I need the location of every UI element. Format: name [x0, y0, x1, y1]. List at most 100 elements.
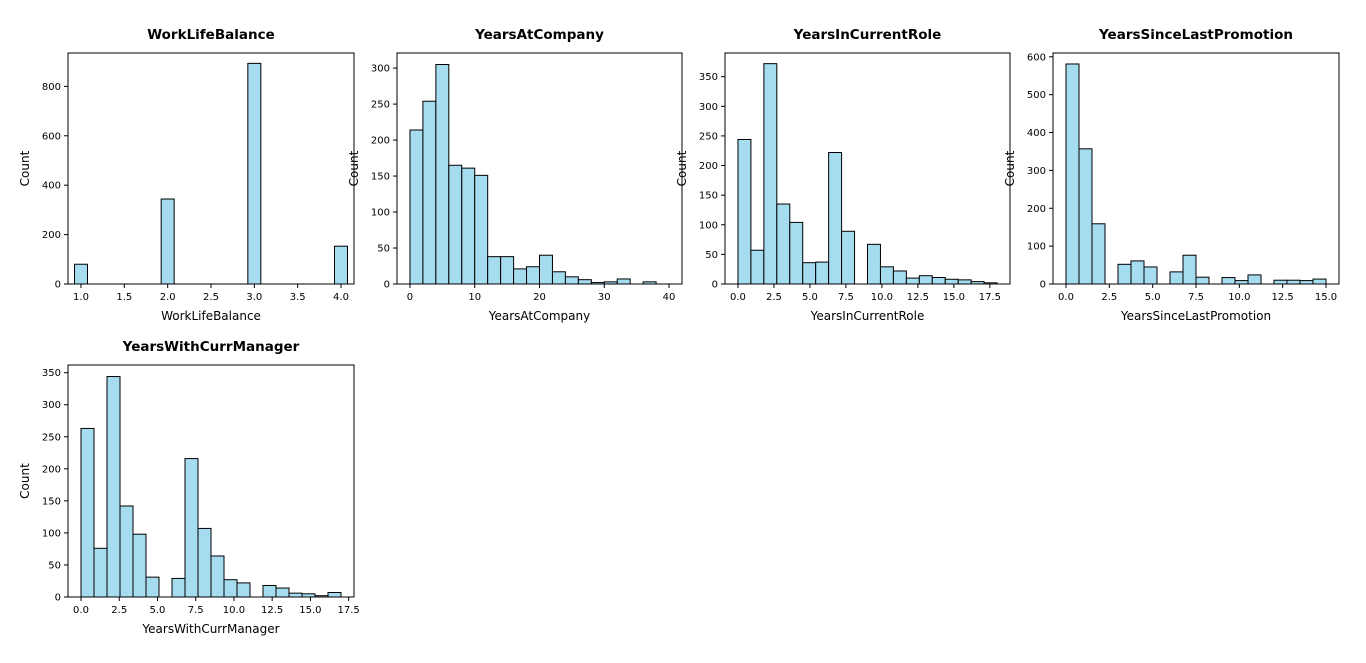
x-tick-label: 0.0 — [73, 605, 89, 616]
histogram-bar — [616, 278, 631, 285]
x-axis-label: YearsAtCompany — [488, 309, 590, 323]
histogram-bar — [171, 577, 186, 598]
y-tick-label: 150 — [42, 496, 61, 507]
chart-4: 0.0 2.5 5.0 7.5 10.0 12.5 15.0 17.5 0 50 100 150 200… — [18, 339, 360, 636]
histogram-bar — [1247, 274, 1262, 285]
histogram-bar — [1078, 148, 1093, 285]
histogram-bar — [776, 203, 791, 285]
histogram-bar — [327, 592, 342, 598]
x-tick-label: 7.5 — [1188, 292, 1204, 303]
y-tick-label: 300 — [699, 102, 718, 113]
x-tick-label: 12.5 — [1272, 292, 1294, 303]
chart-title: YearsSinceLastPromotion — [1098, 27, 1293, 43]
y-tick-label: 250 — [371, 100, 390, 111]
histogram-bar — [1221, 277, 1236, 285]
histogram-bar — [1234, 280, 1249, 285]
y-tick-label: 350 — [42, 368, 61, 379]
x-axis-label: YearsSinceLastPromotion — [1120, 309, 1271, 323]
histogram-bar — [80, 427, 95, 598]
chart-title: YearsInCurrentRole — [793, 27, 942, 43]
x-axis-label: WorkLifeBalance — [161, 309, 261, 323]
histogram-bar — [944, 278, 959, 285]
histogram-bar — [1117, 263, 1132, 285]
histogram-bar — [262, 584, 277, 598]
x-tick-label: 10.0 — [871, 292, 893, 303]
x-tick-label: 10.0 — [223, 605, 245, 616]
y-tick-label: 200 — [42, 464, 61, 475]
histogram-bar — [106, 376, 121, 598]
x-tick-label: 5.0 — [1145, 292, 1161, 303]
x-tick-label: 17.5 — [338, 605, 360, 616]
x-tick-label: 40 — [663, 292, 676, 303]
y-tick-label: 0 — [55, 593, 61, 604]
x-tick-label: 5.0 — [150, 605, 166, 616]
y-tick-label: 300 — [1027, 166, 1046, 177]
x-tick-label: 3.5 — [290, 292, 306, 303]
y-axis-label: Count — [675, 150, 689, 186]
x-tick-label: 10.0 — [1228, 292, 1250, 303]
histogram-bar — [119, 505, 134, 598]
histogram-bar — [763, 63, 778, 285]
y-tick-label: 100 — [42, 528, 61, 539]
x-tick-label: 2.5 — [1101, 292, 1117, 303]
histogram-bar — [892, 270, 907, 285]
x-tick-label: 10 — [468, 292, 481, 303]
x-tick-label: 17.5 — [979, 292, 1001, 303]
axes-frame — [724, 52, 1011, 285]
x-tick-label: 20 — [533, 292, 546, 303]
y-tick-label: 350 — [699, 72, 718, 83]
histogram-bar — [93, 547, 108, 598]
histogram-bar — [1286, 279, 1301, 285]
y-axis-label: Count — [18, 150, 32, 186]
histogram-bar — [247, 62, 262, 285]
x-tick-label: 2.5 — [111, 605, 127, 616]
y-tick-label: 50 — [705, 250, 718, 261]
y-tick-label: 300 — [371, 64, 390, 75]
chart-title: YearsAtCompany — [474, 27, 604, 43]
histogram-bar — [526, 266, 541, 285]
histogram-bar — [1130, 260, 1145, 285]
histogram-bar — [409, 129, 424, 285]
histogram-bar — [1195, 276, 1210, 285]
histogram-bar — [275, 587, 290, 598]
histogram-bar — [160, 198, 175, 285]
x-tick-label: 15.0 — [1315, 292, 1337, 303]
x-tick-label: 15.0 — [299, 605, 321, 616]
x-tick-label: 12.5 — [261, 605, 283, 616]
histogram-bar — [750, 249, 765, 285]
x-tick-label: 5.0 — [802, 292, 818, 303]
y-tick-label: 100 — [699, 220, 718, 231]
y-tick-label: 100 — [1027, 242, 1046, 253]
y-tick-label: 200 — [42, 230, 61, 241]
y-tick-label: 100 — [371, 208, 390, 219]
histogram-bar — [539, 254, 553, 285]
histogram-bar — [802, 262, 817, 285]
y-tick-label: 600 — [1027, 52, 1046, 63]
chart-3: 0.0 2.5 5.0 7.5 10.0 12.5 15.0 0 100 200 300 400 500… — [1003, 27, 1340, 323]
histogram-bar — [1065, 63, 1080, 285]
chart-0: 1.0 1.5 2.0 2.5 3.0 3.5 4.0 0 200 400 600 800 WorkLi… — [18, 27, 355, 323]
histogram-bar — [564, 276, 579, 285]
histogram-bar — [288, 592, 303, 598]
histogram-bar — [448, 164, 463, 285]
x-tick-label: 1.5 — [116, 292, 132, 303]
histogram-bar — [145, 576, 160, 598]
chart-title: WorkLifeBalance — [147, 27, 275, 43]
y-tick-label: 0 — [384, 280, 390, 291]
y-axis-label: Count — [18, 463, 32, 499]
x-axis-label: YearsWithCurrManager — [141, 622, 279, 636]
y-tick-label: 250 — [42, 432, 61, 443]
x-tick-label: 1.0 — [73, 292, 89, 303]
x-tick-label: 2.5 — [203, 292, 219, 303]
y-tick-label: 500 — [1027, 90, 1046, 101]
histogram-bar — [210, 555, 225, 598]
chart-title: YearsWithCurrManager — [122, 339, 300, 355]
histogram-bar — [334, 245, 348, 285]
histogram-bar — [474, 174, 489, 285]
histogram-bar — [487, 256, 502, 285]
x-tick-label: 15.0 — [943, 292, 965, 303]
histogram-bar — [461, 167, 476, 285]
y-tick-label: 50 — [48, 560, 61, 571]
histogram-bar — [879, 266, 894, 285]
